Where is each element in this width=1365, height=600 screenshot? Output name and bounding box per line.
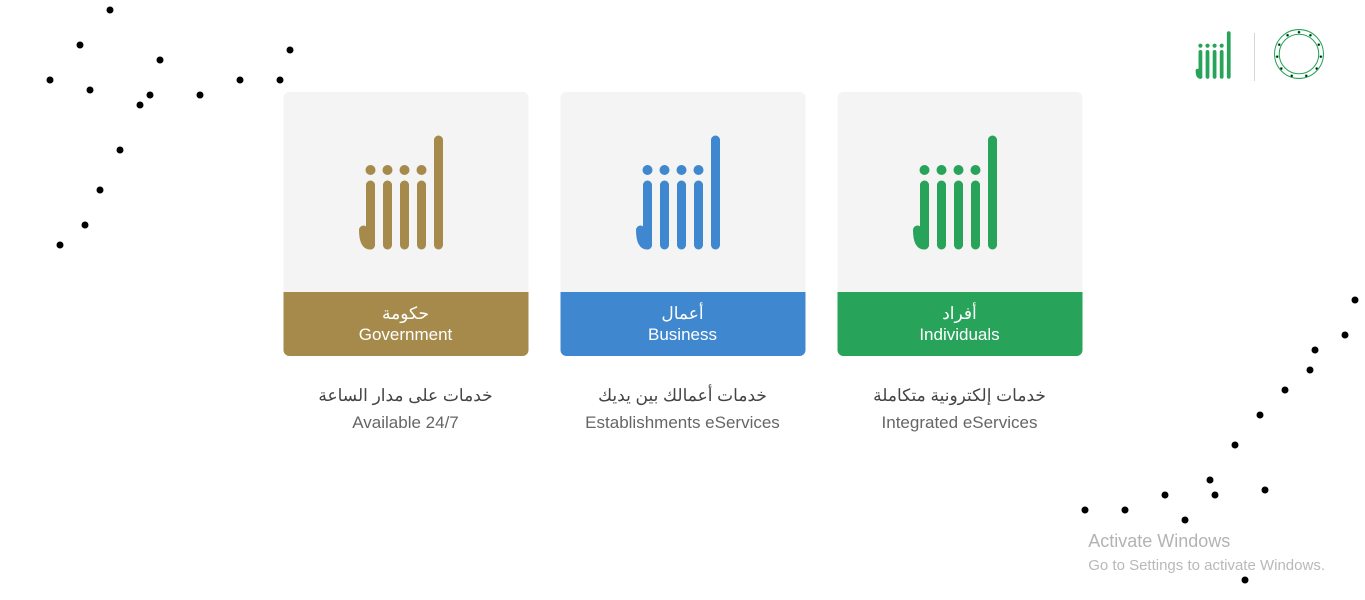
card-desc-ar: خدمات إلكترونية متكاملة [873,382,1046,409]
card-desc-ar: خدمات على مدار الساعة [318,382,492,409]
moi-emblem-icon [1273,28,1325,85]
absher-logo-icon [1194,29,1236,84]
card-desc-ar: خدمات أعمالك بين يديك [585,382,780,409]
header-logos [1194,28,1325,85]
card-label-en: Business [648,324,717,345]
watermark-subtitle: Go to Settings to activate Windows. [1088,556,1325,576]
absher-icon-individuals [910,130,1010,255]
card-label-en: Government [359,324,453,345]
card-individuals[interactable]: أفراد Individuals خدمات إلكترونية متكامل… [837,92,1082,436]
windows-activation-watermark: Activate Windows Go to Settings to activ… [1088,529,1325,576]
card-label-en: Individuals [919,324,999,345]
absher-icon-business [633,130,733,255]
card-desc-en: Available 24/7 [318,409,492,436]
card-label-ar: أعمال [661,303,703,324]
absher-icon-government [356,130,456,255]
card-label-ar: أفراد [942,303,977,324]
card-business[interactable]: أعمال Business خدمات أعمالك بين يديك Est… [560,92,805,436]
card-label-ar: حكومة [382,303,429,324]
logo-divider [1254,33,1255,81]
circuit-decor-top-left [0,0,330,300]
card-desc-en: Establishments eServices [585,409,780,436]
card-government[interactable]: حكومة Government خدمات على مدار الساعة A… [283,92,528,436]
card-desc-en: Integrated eServices [873,409,1046,436]
watermark-title: Activate Windows [1088,529,1325,553]
service-cards-row: حكومة Government خدمات على مدار الساعة A… [283,92,1082,436]
